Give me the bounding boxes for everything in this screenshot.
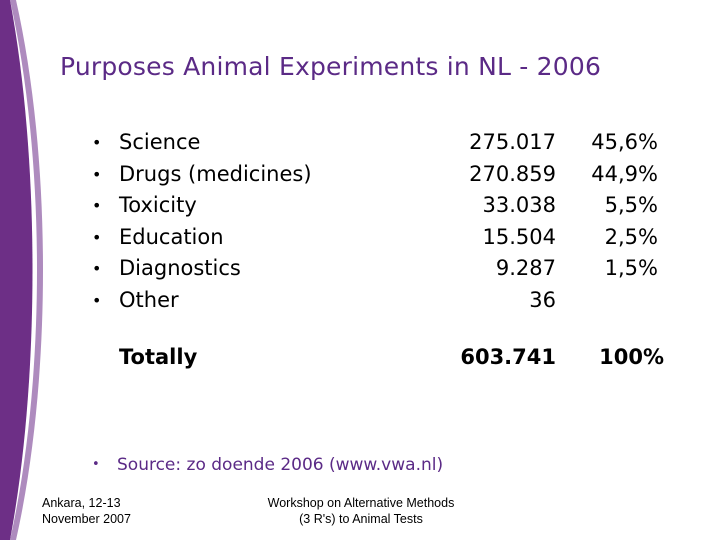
bullet-icon: •: [92, 164, 102, 184]
item-label: Diagnostics: [119, 256, 241, 280]
bullet-icon: •: [92, 227, 102, 247]
list-item: • Education 15.504 2,5%: [92, 222, 692, 254]
bullet-icon: •: [92, 457, 100, 472]
bullet-icon: •: [92, 290, 102, 310]
item-percent: 5,5%: [604, 193, 658, 217]
source-text: Source: zo doende 2006 (www.vwa.nl): [117, 455, 444, 475]
item-percent: 44,9%: [591, 161, 658, 186]
purposes-list: • Science 275.017 45,6% • Drugs (medicin…: [92, 127, 692, 316]
item-count: 275.017: [469, 130, 556, 154]
item-percent: 1,5%: [604, 256, 658, 280]
footer-date: November 2007: [42, 512, 131, 526]
item-label: Toxicity: [119, 193, 197, 217]
total-label: Totally: [119, 345, 198, 369]
item-count: 36: [529, 287, 556, 312]
bullet-icon: •: [92, 259, 102, 278]
item-percent: 2,5%: [604, 224, 658, 249]
item-count: 270.859: [469, 161, 556, 186]
footer-location: Ankara, 12-13: [42, 496, 121, 510]
footer-workshop-line2: (3 R's) to Animal Tests: [299, 512, 423, 526]
list-item: • Drugs (medicines) 270.859 44,9%: [92, 159, 692, 191]
item-label: Other: [119, 287, 179, 312]
total-count: 603.741: [460, 345, 556, 369]
bullet-icon: •: [92, 196, 102, 215]
list-item: • Toxicity 33.038 5,5%: [92, 190, 692, 222]
list-item: • Science 275.017 45,6%: [92, 127, 692, 159]
list-item: • Other 36: [92, 285, 692, 317]
footer-workshop-line1: Workshop on Alternative Methods: [267, 496, 455, 510]
item-label: Drugs (medicines): [119, 161, 312, 186]
item-count: 15.504: [482, 224, 556, 249]
item-label: Science: [119, 130, 201, 154]
item-percent: 45,6%: [591, 130, 658, 154]
footer-location-date: Ankara, 12-13 November 2007: [42, 495, 131, 527]
bullet-icon: •: [92, 133, 102, 152]
item-count: 9.287: [495, 256, 556, 280]
footer-workshop: Workshop on Alternative Methods (3 R's) …: [236, 495, 486, 527]
total-percent: 100%: [599, 345, 664, 369]
item-count: 33.038: [482, 193, 556, 217]
slide-title: Purposes Animal Experiments in NL - 2006: [60, 52, 602, 81]
item-label: Education: [119, 224, 224, 249]
list-item: • Diagnostics 9.287 1,5%: [92, 253, 692, 285]
